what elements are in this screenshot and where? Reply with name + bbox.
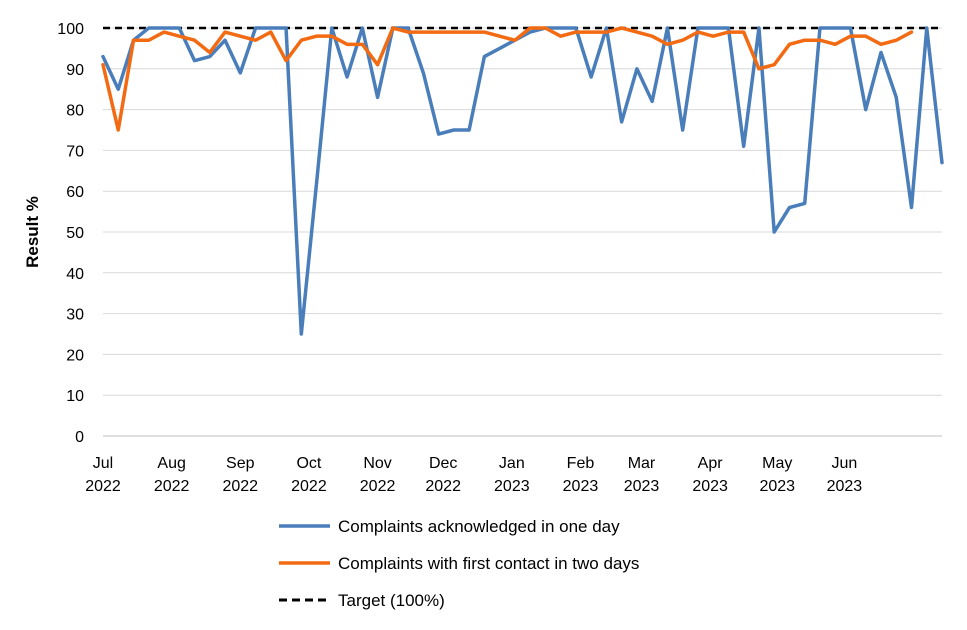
y-tick-label: 60 <box>66 184 84 201</box>
x-tick-month: Jan <box>499 455 525 472</box>
y-tick-label: 90 <box>66 62 84 79</box>
x-tick-month: May <box>762 455 792 472</box>
y-tick-label: 100 <box>57 21 84 38</box>
x-tick-year: 2023 <box>494 478 530 495</box>
x-tick-year: 2023 <box>692 478 728 495</box>
y-tick-label: 0 <box>75 429 84 446</box>
x-tick-year: 2022 <box>154 478 190 495</box>
y-tick-label: 20 <box>66 347 84 364</box>
y-axis-label: Result % <box>23 196 42 268</box>
x-tick-month: Dec <box>429 455 457 472</box>
x-tick-month: Oct <box>296 455 321 472</box>
x-axis-ticks: Jul 2022 Aug 2022 Sep 2022 Oct 2022 Nov 2022 Dec 20… <box>85 455 862 495</box>
legend-label: Complaints acknowledged in one day <box>338 517 620 536</box>
y-tick-label: 30 <box>66 307 84 324</box>
x-tick-year: 2022 <box>222 478 258 495</box>
x-tick-month: Apr <box>698 455 724 472</box>
series-line-1 <box>101 26 914 132</box>
x-tick-month: Aug <box>157 455 185 472</box>
x-tick-month: Jun <box>831 455 857 472</box>
legend: Complaints acknowledged in one day Compla… <box>279 517 639 610</box>
x-tick-year: 2023 <box>827 478 863 495</box>
x-tick-month: Mar <box>628 455 656 472</box>
x-tick-year: 2022 <box>85 478 121 495</box>
x-tick-year: 2022 <box>425 478 461 495</box>
legend-label: Target (100%) <box>338 591 445 610</box>
x-tick-year: 2023 <box>563 478 599 495</box>
y-tick-label: 80 <box>66 103 84 120</box>
y-axis-ticks: 0 10 20 30 40 50 60 70 80 90 100 <box>57 21 84 446</box>
y-tick-label: 10 <box>66 388 84 405</box>
x-tick-month: Jul <box>93 455 113 472</box>
x-tick-year: 2022 <box>360 478 396 495</box>
x-tick-month: Feb <box>567 455 595 472</box>
x-tick-year: 2023 <box>759 478 795 495</box>
x-tick-month: Nov <box>363 455 391 472</box>
y-tick-label: 50 <box>66 225 84 242</box>
legend-label: Complaints with first contact in two day… <box>338 554 639 573</box>
x-tick-year: 2022 <box>291 478 327 495</box>
series-lines <box>101 26 944 336</box>
series-line-0 <box>101 26 944 336</box>
x-tick-month: Sep <box>226 455 255 472</box>
y-tick-label: 70 <box>66 143 84 160</box>
x-tick-year: 2023 <box>624 478 660 495</box>
y-tick-label: 40 <box>66 266 84 283</box>
